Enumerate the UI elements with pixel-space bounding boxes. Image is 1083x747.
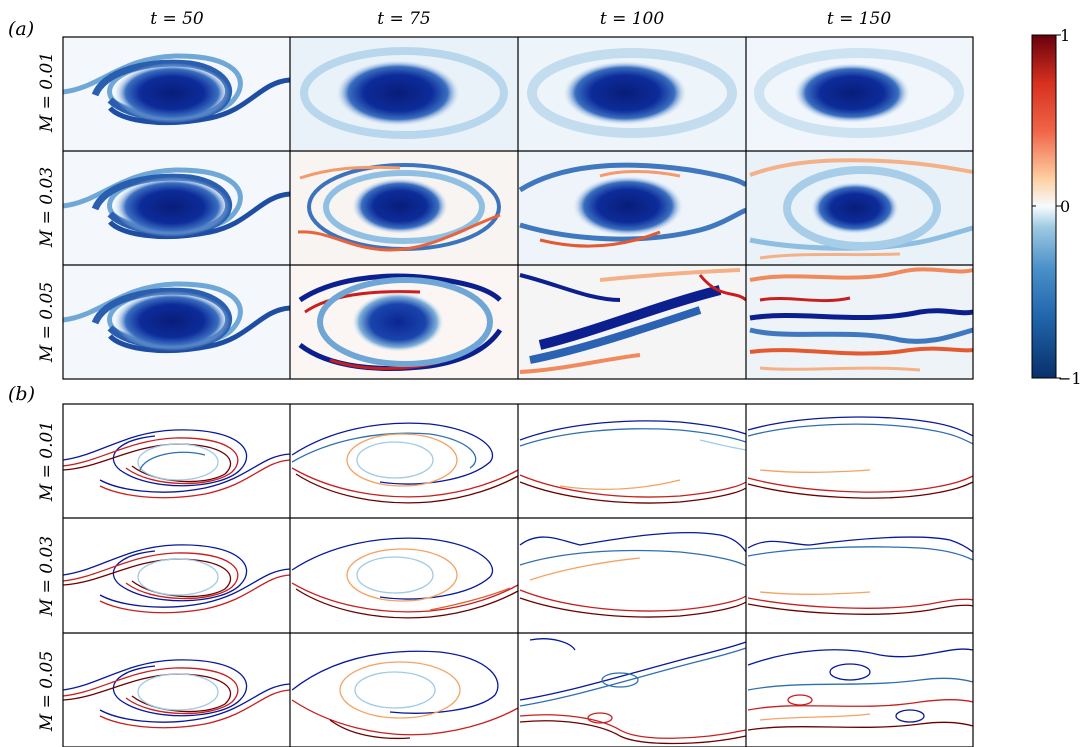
column-header-t100: t = 100 <box>600 9 665 29</box>
column-header-t150: t = 150 <box>827 9 892 29</box>
contours-m005-t150 <box>747 648 974 731</box>
row-label-a-m005: M = 0.05 <box>37 282 57 363</box>
field-m003-t75 <box>290 151 518 265</box>
panel-a <box>62 36 974 380</box>
colorbar-tick-zero: 0 <box>1060 197 1070 216</box>
field-m005-t75 <box>290 265 518 379</box>
panel-b <box>62 403 974 747</box>
colorbar-tick-max: 1 <box>1060 26 1070 45</box>
contours-m001-t150 <box>747 416 974 499</box>
row-label-a-m001: M = 0.01 <box>37 52 57 133</box>
contours-m003-t150 <box>747 536 974 615</box>
field-m001-t100 <box>518 37 746 151</box>
column-header-t50: t = 50 <box>150 9 204 29</box>
colorbar-tick-min: −1 <box>1058 369 1082 388</box>
field-m003-t150 <box>746 151 974 265</box>
colorbar: 1 0 −1 <box>1031 26 1082 388</box>
contours-m005-t100 <box>519 638 747 745</box>
contours-m001-t100 <box>519 420 747 504</box>
field-m003-t100 <box>518 151 748 265</box>
panel-label-b: (b) <box>8 383 35 405</box>
field-m003-t50 <box>62 151 291 265</box>
column-header-t75: t = 75 <box>377 9 431 29</box>
field-m001-t75 <box>290 37 518 151</box>
field-m001-t50 <box>62 37 291 151</box>
contours-m005-t50 <box>62 659 291 729</box>
row-label-b-m003: M = 0.03 <box>37 536 57 617</box>
panel-label-a: (a) <box>8 18 34 40</box>
contours-m005-t75 <box>291 650 519 740</box>
contours-m001-t50 <box>62 429 291 499</box>
field-m001-t150 <box>746 37 973 151</box>
contours-m003-t50 <box>62 544 291 614</box>
row-label-b-m001: M = 0.01 <box>37 421 57 502</box>
contours-m003-t75 <box>291 537 519 619</box>
row-label-a-m003: M = 0.03 <box>37 167 57 248</box>
contours-m003-t100 <box>519 531 747 618</box>
field-m005-t50 <box>62 265 291 379</box>
field-m005-t100 <box>518 265 748 379</box>
panel-b-grid <box>62 403 974 747</box>
field-m005-t150 <box>746 265 974 379</box>
row-label-b-m005: M = 0.05 <box>37 651 57 732</box>
contours-m001-t75 <box>291 422 519 504</box>
panel-a-grid <box>62 36 974 380</box>
